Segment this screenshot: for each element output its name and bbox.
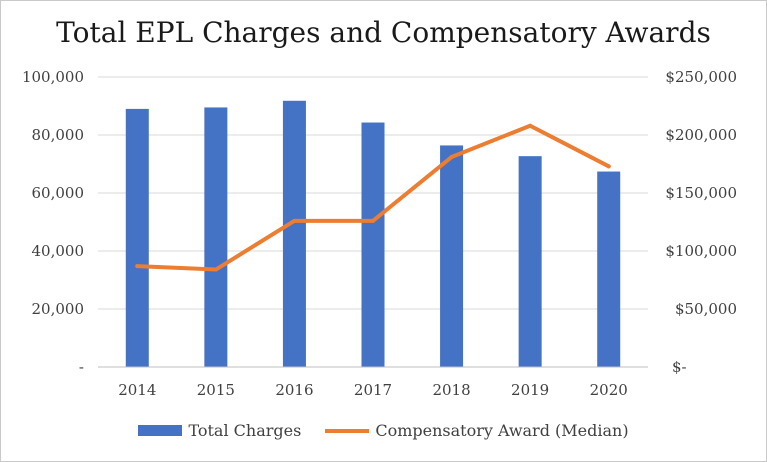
bar-total-charges	[440, 145, 464, 367]
x-tick-label: 2016	[275, 381, 313, 399]
bar-total-charges	[125, 108, 149, 368]
bar-total-charges	[204, 107, 228, 367]
y-left-tick-label: -	[79, 358, 84, 376]
legend: Total Charges Compensatory Award (Median…	[0, 421, 767, 440]
y-left-tick-label: 40,000	[32, 242, 85, 260]
bar-total-charges	[282, 100, 306, 367]
point-compensatory-award	[606, 164, 611, 169]
y-right-tick-label: $100,000	[665, 242, 737, 260]
legend-item-total-charges: Total Charges	[138, 421, 301, 440]
bar-total-charges	[597, 171, 621, 367]
x-tick-label: 2019	[511, 381, 549, 399]
legend-item-compensatory-award: Compensatory Award (Median)	[325, 421, 629, 440]
point-compensatory-award	[213, 267, 218, 272]
point-compensatory-award	[449, 155, 454, 160]
point-compensatory-award	[292, 218, 297, 223]
x-tick-label: 2018	[432, 381, 470, 399]
y-right-tick-label: $200,000	[665, 126, 737, 144]
x-tick-label: 2020	[590, 381, 628, 399]
y-left-tick-label: 60,000	[32, 184, 85, 202]
x-tick-label: 2017	[354, 381, 392, 399]
y-right-tick-label: $50,000	[675, 300, 737, 318]
legend-label-compensatory-award: Compensatory Award (Median)	[375, 421, 629, 440]
point-compensatory-award	[135, 264, 140, 269]
y-right-tick-label: $250,000	[665, 68, 737, 86]
x-tick-label: 2014	[118, 381, 156, 399]
point-compensatory-award	[528, 123, 533, 128]
chart-title: Total EPL Charges and Compensatory Award…	[56, 16, 711, 49]
x-tick-label: 2015	[197, 381, 235, 399]
y-right-tick-label: $150,000	[665, 184, 737, 202]
bar-total-charges	[361, 122, 385, 367]
bar-total-charges	[518, 156, 542, 367]
legend-swatch-line	[325, 428, 370, 433]
legend-swatch-bar	[138, 425, 183, 436]
y-left-tick-label: 20,000	[32, 300, 85, 318]
y-left-tick-label: 100,000	[22, 68, 84, 86]
y-left-tick-label: 80,000	[32, 126, 85, 144]
point-compensatory-award	[371, 218, 375, 223]
legend-label-total-charges: Total Charges	[188, 421, 302, 440]
y-right-tick-label: $-	[672, 358, 687, 376]
